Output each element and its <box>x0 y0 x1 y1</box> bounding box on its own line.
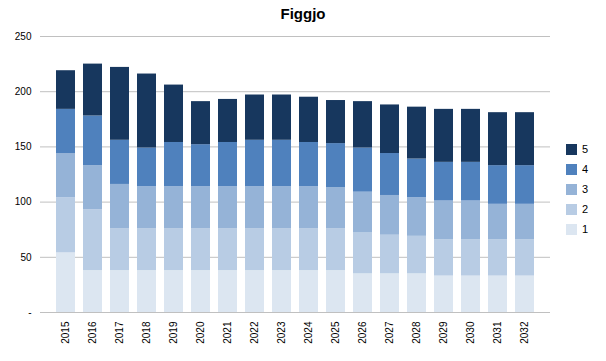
html-text:5: 5 <box>582 143 589 155</box>
svg-text:2030: 2030 <box>465 321 476 344</box>
svg-text:2032: 2032 <box>519 321 530 344</box>
svg-text:2021: 2021 <box>222 321 233 344</box>
html-text:1: 1 <box>582 223 589 235</box>
svg-text:2025: 2025 <box>330 321 341 344</box>
svg-text:2031: 2031 <box>492 321 503 344</box>
svg-text:150: 150 <box>15 141 32 152</box>
svg-text:2024: 2024 <box>303 321 314 344</box>
html-text:Figgjo: Figgjo <box>280 5 326 22</box>
html-text:2: 2 <box>582 203 589 215</box>
html-text:4: 4 <box>582 163 589 175</box>
svg-text:2029: 2029 <box>438 321 449 344</box>
svg-text:2022: 2022 <box>249 321 260 344</box>
svg-text:2018: 2018 <box>141 321 152 344</box>
svg-text:200: 200 <box>15 86 32 97</box>
svg-text:2028: 2028 <box>411 321 422 344</box>
svg-text:2026: 2026 <box>357 321 368 344</box>
svg-text:2019: 2019 <box>168 321 179 344</box>
svg-text:2023: 2023 <box>276 321 287 344</box>
svg-text:2027: 2027 <box>384 321 395 344</box>
svg-text:100: 100 <box>15 196 32 207</box>
svg-text:2016: 2016 <box>87 321 98 344</box>
svg-text:2020: 2020 <box>195 321 206 344</box>
svg-text:50: 50 <box>20 252 32 263</box>
html-text:3: 3 <box>582 183 589 195</box>
svg-text:2015: 2015 <box>60 321 71 344</box>
svg-text:250: 250 <box>15 31 32 42</box>
svg-text:-: - <box>28 307 31 318</box>
svg-text:2017: 2017 <box>114 321 125 344</box>
